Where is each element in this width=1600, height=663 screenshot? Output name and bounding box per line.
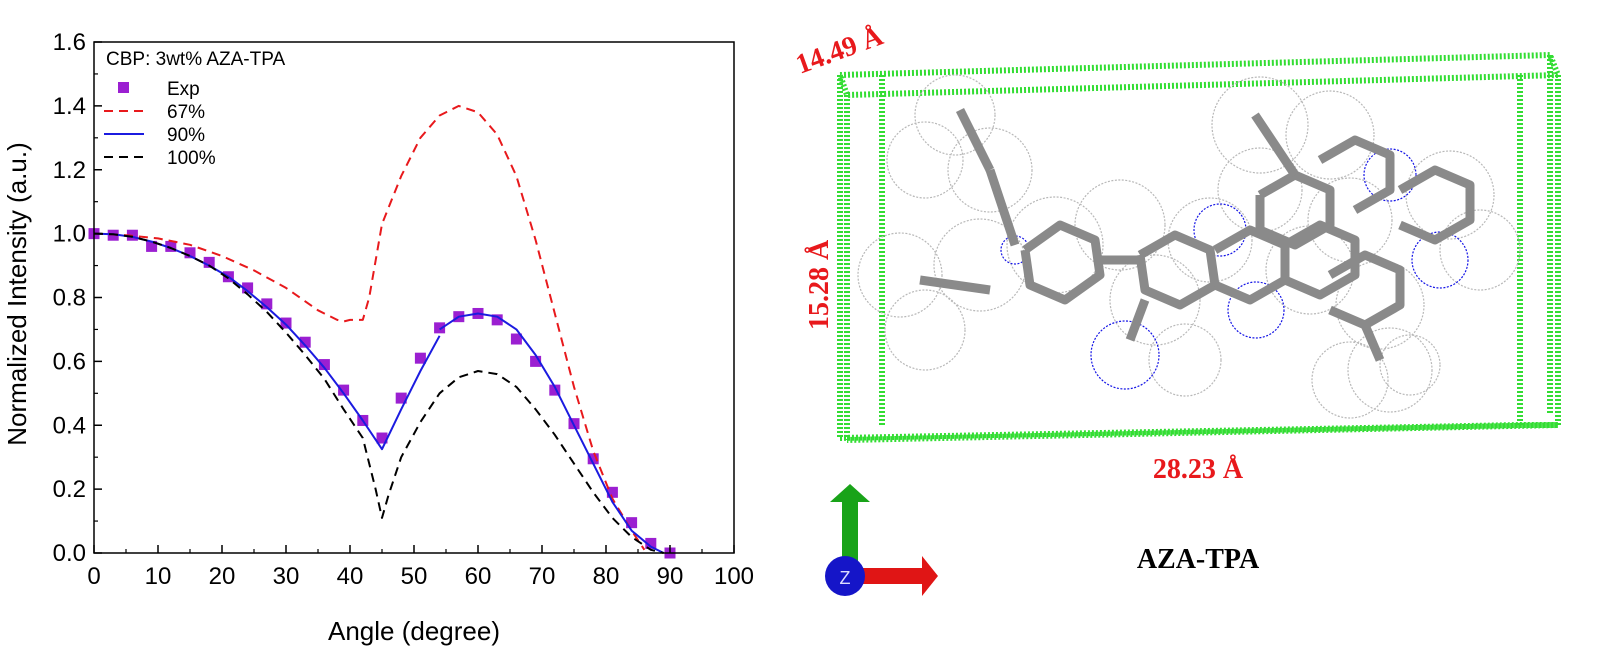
x-tick-label: 50 <box>401 563 428 590</box>
y-tick-label: 1.6 <box>53 29 86 56</box>
x-tick-label: 60 <box>465 563 492 590</box>
x-arrow-shaft <box>848 568 924 584</box>
exp-data-point <box>491 314 503 326</box>
exp-data-point <box>549 384 561 396</box>
exp-data-point <box>299 336 311 348</box>
exp-data-point <box>510 333 522 345</box>
y-axis-label: Normalized Intensity (a.u.) <box>2 142 32 445</box>
exp-data-point <box>318 359 330 371</box>
x-tick-label: 100 <box>714 563 754 590</box>
legend-label: 90% <box>167 125 205 146</box>
dimension-left-label: 15.28 Å <box>804 239 835 330</box>
axes-triad: Z <box>825 484 938 596</box>
z-axis-label: Z <box>840 568 851 588</box>
exp-data-point <box>376 432 388 444</box>
molecule-panel: 14.49 Å 15.28 Å 28.23 Å Z AZA-TPA <box>792 20 1563 596</box>
exp-data-point <box>280 317 292 329</box>
y-tick-label: 0.4 <box>53 412 86 439</box>
exp-data-point <box>645 537 657 549</box>
x-tick-label: 80 <box>593 563 620 590</box>
x-axis-label: Angle (degree) <box>328 616 500 646</box>
axes: 0 10 20 30 40 50 60 70 80 90 100 0.0 0.2 0.4 0.6 0.8 1.0… <box>53 29 754 590</box>
series-line-90-segment-2 <box>439 312 665 554</box>
y-tick-label: 0.2 <box>53 476 86 503</box>
series-line-67 <box>93 104 646 551</box>
dimension-bottom-label: 28.23 Å <box>1153 454 1244 485</box>
exp-data-point <box>338 384 350 396</box>
legend-title: CBP: 3wt% AZA-TPA <box>106 49 285 70</box>
exp-data-point <box>242 282 254 294</box>
x-tick-label: 10 <box>145 563 172 590</box>
series-line-90 <box>93 232 441 451</box>
exp-data-point <box>395 392 407 404</box>
exp-data-point <box>414 352 426 364</box>
y-tick-label: 0.6 <box>53 348 86 375</box>
exp-data-point <box>626 517 638 529</box>
bounding-box <box>837 51 1563 443</box>
legend-label: Exp <box>167 79 200 100</box>
plot-area <box>88 104 676 559</box>
x-tick-label: 30 <box>273 563 300 590</box>
y-tick-label: 1.4 <box>53 93 86 120</box>
y-arrow-head <box>830 484 870 502</box>
exp-data-point <box>203 256 215 268</box>
legend-label: 67% <box>167 102 205 123</box>
exp-data-point <box>261 298 273 310</box>
exp-data-point <box>434 322 446 334</box>
intensity-chart: 0 10 20 30 40 50 60 70 80 90 100 0.0 0.2 0.4 0.6 0.8 1.0… <box>2 29 754 646</box>
exp-data-point <box>606 486 618 498</box>
molecule-name: AZA-TPA <box>1137 544 1260 575</box>
x-arrow-head <box>922 556 938 596</box>
x-tick-label: 40 <box>337 563 364 590</box>
exp-data-point <box>165 240 177 252</box>
y-tick-label: 0.0 <box>53 540 86 567</box>
exp-data-point <box>146 240 158 252</box>
exp-data-point <box>530 355 542 367</box>
x-tick-label: 0 <box>87 563 100 590</box>
legend-label: 100% <box>167 148 216 169</box>
z-axis-sphere <box>825 556 865 596</box>
series-line-100 <box>93 232 664 554</box>
x-tick-label: 70 <box>529 563 556 590</box>
exp-data-point <box>587 453 599 465</box>
y-tick-label: 1.0 <box>53 221 86 248</box>
y-tick-label: 1.2 <box>53 157 86 184</box>
y-arrow-shaft <box>842 500 858 572</box>
exp-data-point <box>184 247 196 259</box>
x-tick-label: 90 <box>657 563 684 590</box>
legend-marker <box>118 82 129 93</box>
x-tick-label: 20 <box>209 563 236 590</box>
y-tick-label: 0.8 <box>53 285 86 312</box>
molecule-structure <box>857 74 1521 419</box>
